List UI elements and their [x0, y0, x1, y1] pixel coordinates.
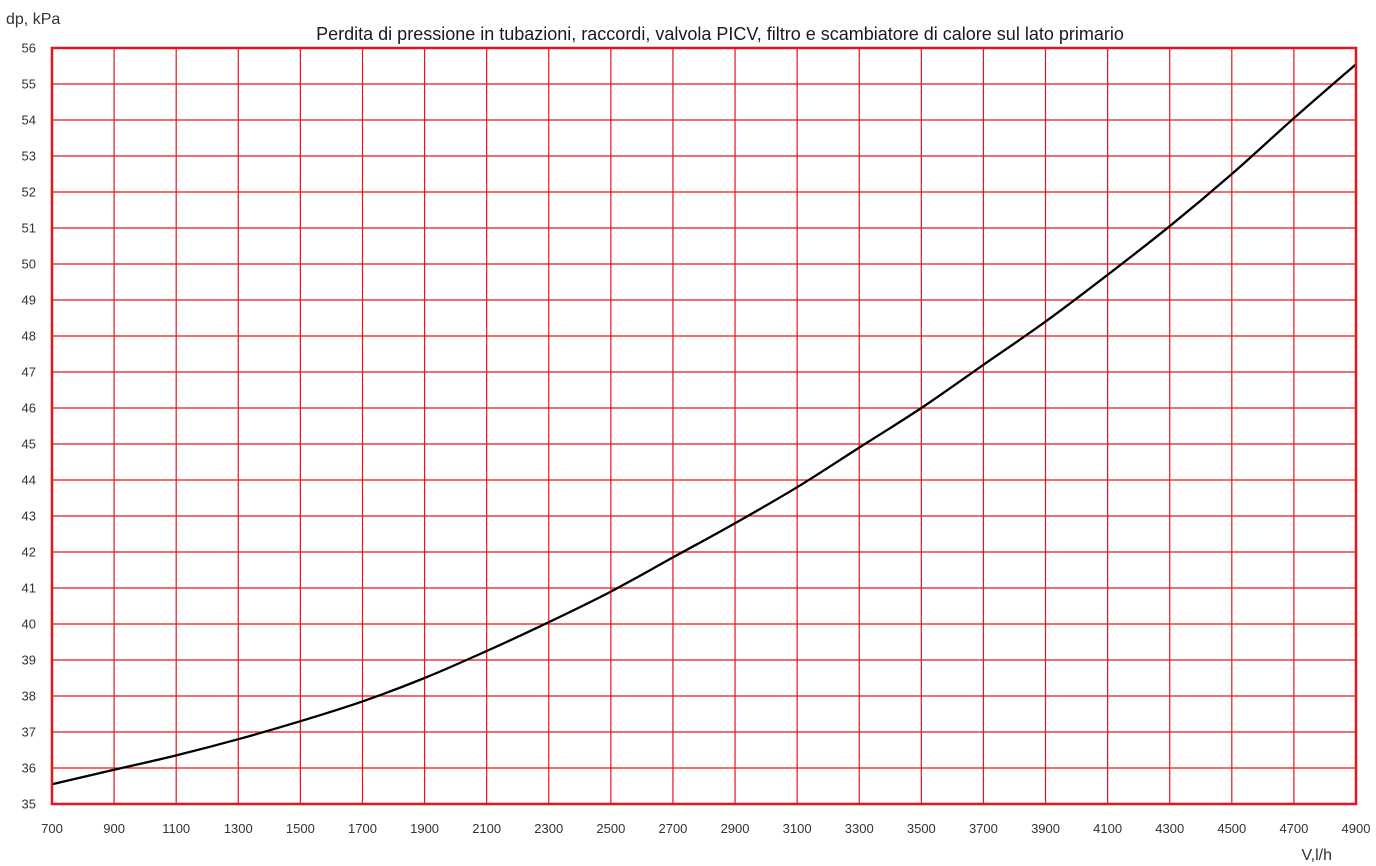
y-tick-label: 38 [22, 689, 36, 704]
y-tick-label: 49 [22, 293, 36, 308]
y-tick-label: 45 [22, 437, 36, 452]
x-tick-label: 3300 [845, 821, 874, 836]
chart-title: Perdita di pressione in tubazioni, racco… [316, 24, 1124, 44]
y-tick-label: 41 [22, 581, 36, 596]
y-tick-label: 55 [22, 77, 36, 92]
y-tick-label: 53 [22, 149, 36, 164]
x-tick-label: 1700 [348, 821, 377, 836]
x-tick-label: 4900 [1342, 821, 1371, 836]
x-tick-label: 2900 [721, 821, 750, 836]
y-tick-label: 48 [22, 329, 36, 344]
x-tick-label: 3700 [969, 821, 998, 836]
x-tick-label: 2100 [472, 821, 501, 836]
plot-border [50, 46, 1358, 806]
y-tick-label: 47 [22, 365, 36, 380]
x-tick-label: 3900 [1031, 821, 1060, 836]
y-tick-label: 44 [22, 473, 36, 488]
x-tick-label: 4300 [1155, 821, 1184, 836]
y-tick-label: 43 [22, 509, 36, 524]
x-tick-label: 2700 [658, 821, 687, 836]
x-tick-label: 1900 [410, 821, 439, 836]
x-tick-label: 1300 [224, 821, 253, 836]
x-tick-label: 900 [103, 821, 125, 836]
series-group [51, 63, 1357, 786]
y-tick-label: 54 [22, 113, 36, 128]
x-axis-label: V,l/h [1301, 847, 1332, 864]
x-tick-label: 4500 [1217, 821, 1246, 836]
y-tick-label: 39 [22, 653, 36, 668]
y-axis-ticks: 35 36 37 38 39 40 41 42 43 44 45 46 47 48 49 50 51 52 53 54… [22, 41, 36, 812]
x-tick-label: 2500 [596, 821, 625, 836]
y-tick-label: 56 [22, 41, 36, 56]
y-tick-label: 36 [22, 761, 36, 776]
x-tick-label: 4700 [1279, 821, 1308, 836]
y-tick-label: 50 [22, 257, 36, 272]
grid-lines [51, 47, 1357, 805]
x-tick-label: 3500 [907, 821, 936, 836]
x-tick-label: 2300 [534, 821, 563, 836]
x-axis-ticks: 700 900 1100 1300 1500 1700 1900 2100 2300 2500 27… [41, 821, 1370, 836]
series-line-0 [51, 63, 1357, 786]
y-tick-label: 37 [22, 725, 36, 740]
y-tick-label: 46 [22, 401, 36, 416]
x-tick-label: 4100 [1093, 821, 1122, 836]
x-tick-label: 700 [41, 821, 63, 836]
y-tick-label: 42 [22, 545, 36, 560]
x-tick-label: 1100 [162, 821, 190, 836]
y-tick-label: 35 [22, 797, 36, 812]
y-tick-label: 52 [22, 185, 36, 200]
y-tick-label: 51 [22, 221, 36, 236]
y-axis-label: dp, kPa [6, 11, 60, 28]
x-tick-label: 3100 [783, 821, 812, 836]
x-tick-label: 1500 [286, 821, 315, 836]
y-tick-label: 40 [22, 617, 36, 632]
